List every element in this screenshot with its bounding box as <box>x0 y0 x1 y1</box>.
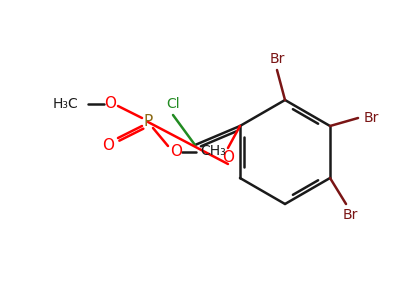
Text: H₃C: H₃C <box>53 97 79 111</box>
Text: Cl: Cl <box>166 97 180 111</box>
Text: CH₃: CH₃ <box>200 144 226 158</box>
Text: Br: Br <box>363 111 379 125</box>
Text: Br: Br <box>342 208 358 222</box>
Text: Br: Br <box>269 52 285 66</box>
Text: O: O <box>102 139 114 154</box>
Text: O: O <box>104 97 116 112</box>
Text: P: P <box>143 115 153 130</box>
Text: O: O <box>170 145 182 160</box>
Text: O: O <box>222 151 234 166</box>
